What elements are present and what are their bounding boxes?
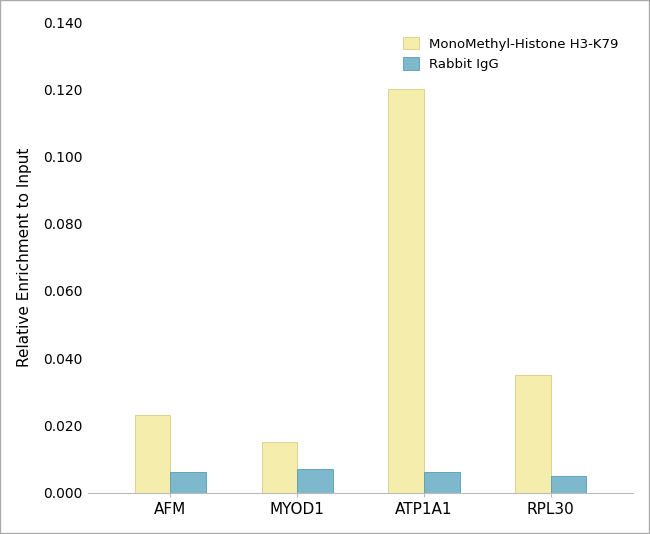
Bar	[551, 476, 586, 492]
Bar	[515, 375, 551, 492]
Bar	[424, 473, 460, 492]
Bar	[170, 473, 206, 492]
Legend: MonoMethyl-Histone H3-K79, Rabbit IgG: MonoMethyl-Histone H3-K79, Rabbit IgG	[395, 29, 627, 79]
Bar	[297, 469, 333, 492]
Y-axis label: Relative Enrichment to Input: Relative Enrichment to Input	[17, 148, 32, 367]
Bar	[135, 415, 170, 492]
Bar	[262, 442, 297, 492]
Bar	[389, 89, 424, 492]
